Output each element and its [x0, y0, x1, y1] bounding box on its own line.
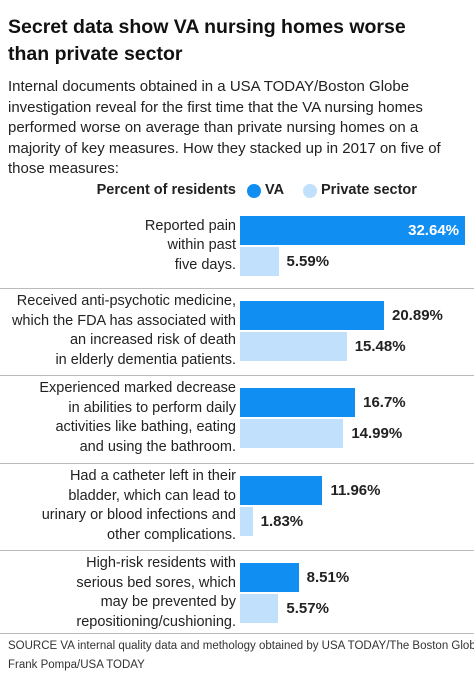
value-label: 5.57% — [286, 600, 329, 617]
divider — [0, 550, 474, 551]
bar — [240, 476, 323, 505]
value-label: 16.7% — [363, 394, 406, 411]
category-label: Had a catheter left in their bladder, wh… — [41, 468, 236, 543]
value-label: 15.48% — [354, 338, 406, 355]
divider — [0, 463, 474, 464]
chart-title: Secret data show VA nursing homes worse … — [8, 16, 406, 65]
legend-label: VA — [265, 182, 285, 198]
legend-label: Private sector — [321, 182, 417, 198]
value-label: 14.99% — [351, 425, 403, 442]
legend-swatch — [247, 184, 261, 198]
bar — [240, 419, 344, 448]
bar — [240, 216, 465, 245]
bar — [240, 332, 347, 361]
source: SOURCE VA internal quality data and meth… — [8, 640, 474, 652]
category-label: High-risk residents with serious bed sor… — [76, 555, 236, 630]
credit: Frank Pompa/USA TODAY — [8, 659, 145, 671]
value-label: 5.59% — [286, 253, 330, 270]
category-label: Reported pain within past five days. — [144, 217, 236, 273]
bar — [240, 594, 279, 623]
value-label: 20.89% — [392, 307, 443, 324]
bar — [240, 507, 253, 536]
bar — [240, 563, 299, 592]
divider — [0, 633, 474, 634]
category-label: Experienced marked decrease in abilities… — [39, 380, 236, 455]
bar — [240, 247, 279, 276]
legend-title: Percent of residents — [96, 182, 236, 198]
value-label: 11.96% — [330, 482, 381, 499]
divider — [0, 288, 474, 289]
bar — [240, 301, 384, 330]
value-label: 32.64% — [408, 222, 459, 239]
chart-subtitle: Internal documents obtained in a USA TOD… — [8, 78, 441, 177]
legend: Percent of residents VA Private sector — [0, 180, 474, 202]
divider — [0, 375, 474, 376]
value-label: 8.51% — [306, 569, 350, 586]
bar — [240, 388, 356, 417]
legend-swatch — [303, 184, 317, 198]
value-label: 1.83% — [260, 513, 304, 530]
category-label: Received anti-psychotic medicine, which … — [11, 293, 236, 368]
